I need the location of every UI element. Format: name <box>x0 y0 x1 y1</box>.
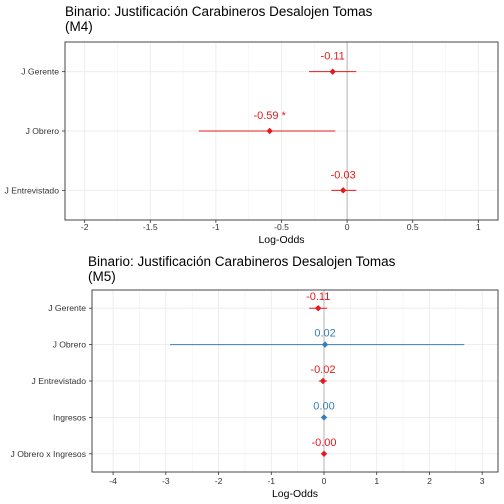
y-tick-label: J Obrero <box>53 340 87 350</box>
y-tick-label: J Entrevistado <box>32 376 87 386</box>
x-tick-label: -1 <box>267 476 275 486</box>
chart-title-line: (M4) <box>65 19 93 34</box>
x-tick-label: 2 <box>427 476 432 486</box>
x-tick-label: -3 <box>162 476 170 486</box>
estimate-label: 0.02 <box>314 328 335 340</box>
x-tick-label: -4 <box>109 476 117 486</box>
x-tick-label: -1.5 <box>143 222 158 232</box>
x-tick-label: -0.5 <box>274 222 289 232</box>
estimate-label: -0.59 * <box>253 110 286 122</box>
x-tick-label: 3 <box>480 476 485 486</box>
y-tick-label: Ingresos <box>53 412 86 422</box>
y-tick-label: J Entrevistado <box>5 185 60 195</box>
estimate-label: -0.11 <box>321 51 345 63</box>
estimate-label: -0.11 <box>306 291 330 303</box>
estimate-point <box>320 414 328 421</box>
x-tick-label: -2 <box>215 476 223 486</box>
x-tick-label: 1 <box>476 222 481 232</box>
y-tick-label: J Gerente <box>21 67 59 77</box>
x-tick-label: 0 <box>322 476 327 486</box>
chart-title-line: Binario: Justificación Carabineros Desal… <box>88 254 396 269</box>
x-tick-label: -2 <box>81 222 89 232</box>
estimate-point <box>320 450 328 457</box>
x-tick-label: 0 <box>345 222 350 232</box>
x-tick-label: -1 <box>212 222 220 232</box>
estimate-label: 0.00 <box>313 400 334 412</box>
chart-title-line: (M5) <box>88 269 116 284</box>
estimate-point <box>266 127 273 135</box>
estimate-point <box>329 68 336 75</box>
estimate-point <box>315 305 322 312</box>
x-axis-label: Log-Odds <box>258 234 304 246</box>
estimate-label: -0.00 <box>311 437 336 449</box>
y-tick-label: J Obrero <box>26 126 60 136</box>
x-tick-label: 1 <box>374 476 379 486</box>
estimate-point <box>339 187 347 194</box>
y-tick-label: J Gerente <box>48 303 86 313</box>
y-tick-label: J Obrero x Ingresos <box>11 449 86 459</box>
estimate-label: -0.03 <box>331 169 356 181</box>
panel-m4: Binario: Justificación Carabineros Desal… <box>5 4 499 246</box>
chart-title-line: Binario: Justificación Carabineros Desal… <box>65 4 373 19</box>
estimate-label: -0.02 <box>310 364 335 376</box>
x-axis-label: Log-Odds <box>272 488 318 500</box>
estimate-point <box>319 377 327 385</box>
estimate-point <box>321 341 329 348</box>
x-tick-label: 0.5 <box>407 222 419 232</box>
panel-m5: Binario: Justificación Carabineros Desal… <box>11 254 499 500</box>
